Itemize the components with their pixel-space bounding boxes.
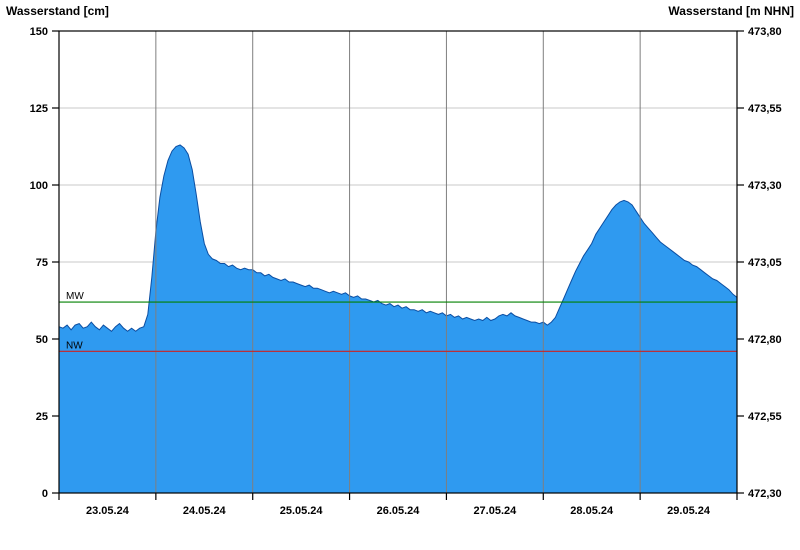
right-tick-label: 472,80 xyxy=(748,334,782,346)
mw-reference-label: MW xyxy=(66,291,84,302)
right-tick-label: 472,30 xyxy=(748,488,782,500)
date-label: 25.05.24 xyxy=(280,505,324,517)
left-tick-label: 25 xyxy=(36,411,48,423)
left-axis-title: Wasserstand [cm] xyxy=(6,4,109,18)
nw-reference-label: NW xyxy=(66,340,83,351)
right-tick-label: 473,55 xyxy=(748,103,782,115)
left-tick-label: 100 xyxy=(30,180,48,192)
date-label: 27.05.24 xyxy=(473,505,517,517)
right-tick-label: 473,80 xyxy=(748,26,782,38)
date-label: 28.05.24 xyxy=(570,505,614,517)
date-label: 24.05.24 xyxy=(183,505,227,517)
left-tick-label: 50 xyxy=(36,334,48,346)
right-tick-label: 472,55 xyxy=(748,411,782,423)
left-tick-label: 125 xyxy=(30,103,48,115)
right-tick-label: 473,05 xyxy=(748,257,782,269)
date-label: 23.05.24 xyxy=(86,505,130,517)
left-tick-label: 150 xyxy=(30,26,48,38)
left-tick-label: 0 xyxy=(42,488,48,500)
date-label: 29.05.24 xyxy=(667,505,711,517)
left-tick-label: 75 xyxy=(36,257,48,269)
date-label: 26.05.24 xyxy=(377,505,421,517)
water-level-area xyxy=(59,145,737,493)
right-tick-label: 473,30 xyxy=(748,180,782,192)
right-axis-title: Wasserstand [m NHN] xyxy=(668,4,794,18)
water-level-line xyxy=(58,144,738,332)
